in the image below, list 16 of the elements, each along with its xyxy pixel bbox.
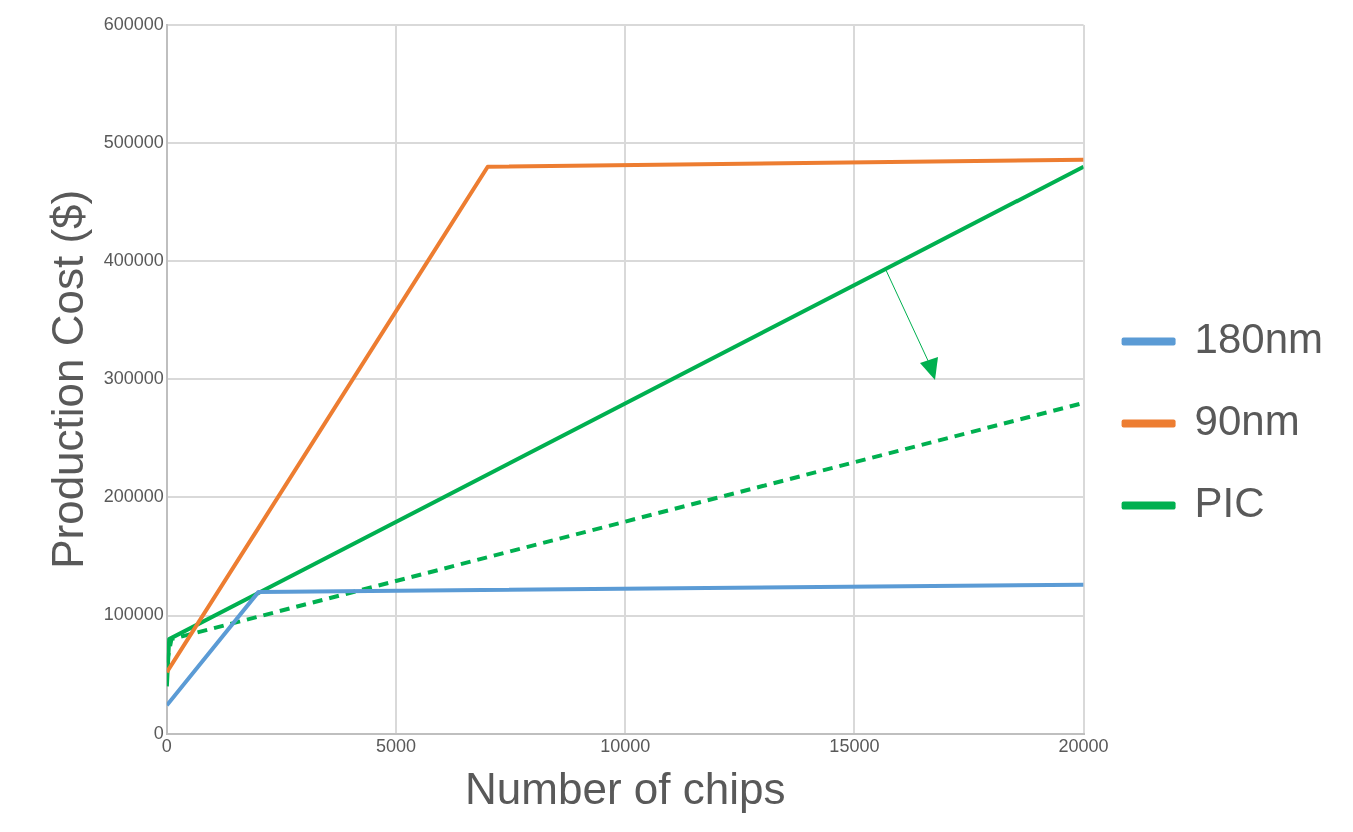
x-tick-label: 10000 (600, 736, 651, 757)
y-axis-title: Production Cost ($) (42, 189, 92, 569)
y-tick-label: 100000 (103, 604, 164, 625)
x-tick-label: 20000 (1058, 736, 1109, 757)
legend-label: 90nm (1194, 397, 1300, 445)
x-axis-title: Number of chips (465, 763, 786, 813)
y-tick-label: 300000 (103, 368, 164, 389)
legend-label: 180nm (1194, 315, 1323, 363)
x-tick-label: 15000 (829, 736, 880, 757)
legend-label: PIC (1194, 479, 1265, 527)
y-tick-label: 600000 (103, 13, 164, 34)
y-tick-label: 400000 (103, 250, 164, 271)
x-tick-label: 5000 (376, 736, 417, 757)
y-tick-label: 500000 (103, 132, 164, 153)
y-tick-label: 200000 (103, 486, 164, 507)
y-tick-label: 0 (153, 722, 164, 743)
